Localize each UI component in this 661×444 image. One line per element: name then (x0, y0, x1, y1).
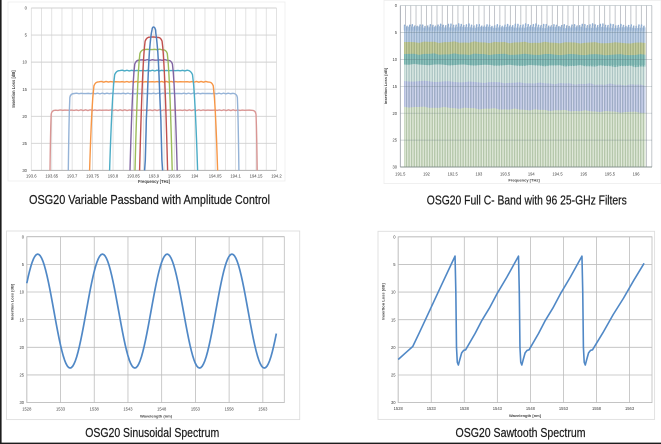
svg-text:194.2: 194.2 (271, 174, 282, 179)
svg-text:10: 10 (392, 57, 397, 62)
svg-text:OSG20 Sinusoidal Spectrum: OSG20 Sinusoidal Spectrum (85, 425, 219, 440)
svg-text:15: 15 (391, 317, 396, 322)
svg-text:1538: 1538 (90, 407, 100, 412)
svg-text:194.1: 194.1 (230, 174, 241, 179)
svg-text:194: 194 (191, 174, 199, 179)
svg-text:193.65: 193.65 (45, 174, 58, 179)
svg-text:15: 15 (22, 87, 27, 92)
svg-text:1528: 1528 (22, 407, 32, 412)
svg-text:30: 30 (392, 165, 397, 170)
svg-text:30: 30 (19, 400, 24, 405)
svg-text:193.7: 193.7 (67, 174, 78, 179)
svg-text:Insertion Loss [dB]: Insertion Loss [dB] (10, 283, 15, 320)
svg-text:1563: 1563 (258, 407, 268, 412)
svg-text:0: 0 (395, 3, 398, 8)
svg-text:194.15: 194.15 (250, 174, 263, 179)
svg-text:5: 5 (22, 262, 25, 267)
svg-text:Wavelength (nm): Wavelength (nm) (140, 414, 173, 419)
svg-text:193.9: 193.9 (149, 174, 160, 179)
svg-text:Frequency [THz]: Frequency [THz] (138, 179, 171, 184)
svg-text:15: 15 (392, 84, 397, 89)
svg-text:OSG20 Variable Passband with A: OSG20 Variable Passband with Amplitude C… (29, 192, 270, 207)
svg-text:30: 30 (22, 168, 27, 173)
svg-text:20: 20 (19, 345, 24, 350)
svg-text:193.5: 193.5 (500, 172, 511, 177)
svg-text:OSG20 Sawtooth Spectrum: OSG20 Sawtooth Spectrum (456, 425, 586, 440)
svg-text:192: 192 (423, 172, 431, 177)
svg-text:5: 5 (395, 30, 398, 35)
svg-text:Frequency [THz]: Frequency [THz] (508, 178, 540, 183)
svg-text:Insertion Loss [dB]: Insertion Loss [dB] (383, 67, 388, 104)
svg-text:10: 10 (391, 290, 396, 295)
svg-text:193.75: 193.75 (86, 174, 99, 179)
svg-text:Insertion Loss [dB]: Insertion Loss [dB] (381, 283, 386, 320)
svg-text:193.85: 193.85 (127, 174, 140, 179)
svg-text:193.6: 193.6 (26, 174, 37, 179)
svg-text:1538: 1538 (460, 406, 470, 411)
svg-text:193.8: 193.8 (108, 174, 119, 179)
svg-text:5: 5 (25, 33, 28, 38)
svg-text:195.5: 195.5 (605, 172, 616, 177)
svg-text:0: 0 (22, 234, 25, 239)
svg-text:15: 15 (19, 317, 24, 322)
svg-text:193.95: 193.95 (168, 174, 181, 179)
svg-text:20: 20 (22, 114, 27, 119)
svg-text:25: 25 (391, 373, 396, 378)
svg-text:1543: 1543 (493, 406, 503, 411)
svg-text:10: 10 (22, 60, 27, 65)
svg-text:0: 0 (393, 234, 396, 239)
svg-text:191.5: 191.5 (395, 172, 406, 177)
svg-text:20: 20 (391, 345, 396, 350)
svg-text:1533: 1533 (427, 406, 437, 411)
svg-text:193: 193 (475, 172, 483, 177)
svg-text:1548: 1548 (526, 406, 536, 411)
svg-text:194.5: 194.5 (552, 172, 563, 177)
svg-text:Insertion Loss [dB]: Insertion Loss [dB] (11, 70, 16, 108)
svg-text:5: 5 (393, 262, 396, 267)
svg-text:1548: 1548 (157, 407, 167, 412)
svg-text:10: 10 (19, 290, 24, 295)
svg-text:1553: 1553 (559, 406, 569, 411)
svg-text:25: 25 (22, 141, 27, 146)
svg-text:194.05: 194.05 (209, 174, 222, 179)
svg-text:Wavelength [nm]: Wavelength [nm] (509, 413, 542, 418)
svg-text:1533: 1533 (56, 407, 66, 412)
svg-text:195: 195 (580, 172, 588, 177)
svg-text:30: 30 (391, 400, 396, 405)
svg-text:196: 196 (633, 172, 641, 177)
svg-text:1543: 1543 (123, 407, 133, 412)
svg-text:1558: 1558 (592, 406, 602, 411)
svg-text:194: 194 (528, 172, 536, 177)
svg-text:20: 20 (392, 111, 397, 116)
svg-text:1553: 1553 (191, 407, 201, 412)
svg-text:OSG20 Full C- Band with 96 25-: OSG20 Full C- Band with 96 25-GHz Filter… (427, 193, 627, 208)
svg-text:0: 0 (25, 6, 28, 11)
svg-text:1558: 1558 (225, 407, 235, 412)
svg-text:25: 25 (19, 373, 24, 378)
svg-text:1528: 1528 (394, 406, 404, 411)
svg-text:25: 25 (392, 138, 397, 143)
svg-text:1563: 1563 (625, 406, 635, 411)
svg-text:192.5: 192.5 (448, 172, 459, 177)
